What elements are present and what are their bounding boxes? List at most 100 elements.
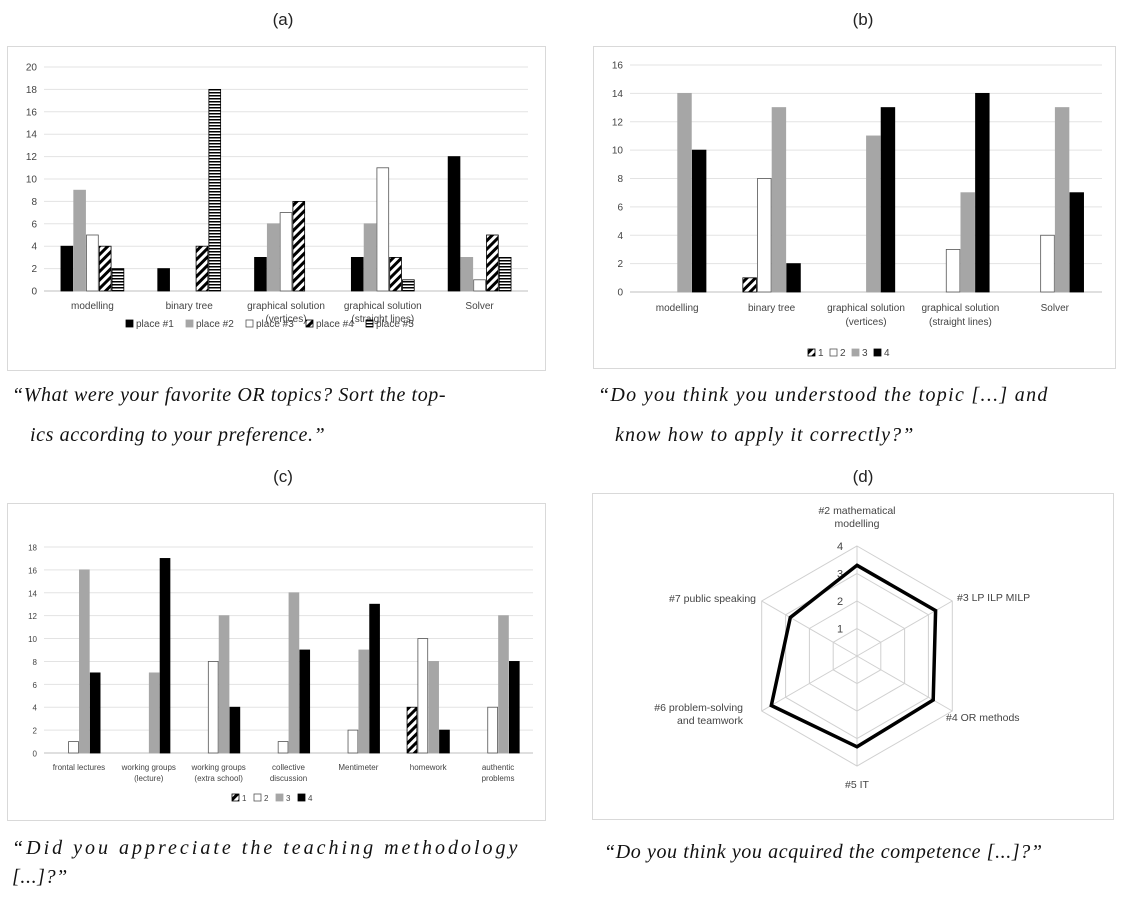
y-tick-label: 2 — [31, 264, 37, 275]
legend-label: place #5 — [376, 319, 414, 330]
y-tick-label: 0 — [31, 287, 37, 298]
category-label: (straight lines) — [929, 317, 992, 328]
legend-swatch — [807, 348, 816, 357]
legend-label: 2 — [840, 348, 846, 359]
bar-4-3 — [299, 649, 311, 754]
caption-b-line2: know how to apply it correctly?” — [615, 424, 915, 446]
panel-label-b: (b) — [852, 10, 874, 29]
bar-4-0 — [89, 672, 101, 754]
bar-place5-4 — [498, 256, 512, 292]
bar-2-6 — [487, 706, 498, 754]
radar-tick-label: 2 — [837, 596, 843, 608]
bar-3-5 — [428, 661, 439, 754]
radar-spoke — [856, 655, 953, 712]
bar-4-6 — [508, 661, 520, 754]
category-label: (vertices) — [265, 314, 306, 325]
caption-b-line1: “Do you think you understood the topic [… — [598, 384, 1049, 406]
chart-c-frame: 0 2 4 6 8 10 12 14 16 18 frontal lectures working g… — [7, 503, 546, 821]
category-label: modelling — [71, 301, 114, 312]
y-tick-label: 18 — [26, 85, 38, 96]
radar-spoke — [761, 655, 858, 712]
legend-label: 3 — [862, 348, 868, 359]
bar-place5-3 — [402, 279, 415, 292]
bar-4-4 — [1069, 192, 1084, 293]
bar-3-4 — [358, 649, 370, 754]
bar-place1-4 — [447, 156, 461, 292]
y-tick-label: 18 — [28, 544, 37, 553]
bar-3-3 — [960, 192, 975, 293]
category-label: binary tree — [166, 301, 214, 312]
category-label: working groups — [191, 763, 246, 772]
y-tick-label: 14 — [26, 130, 38, 141]
y-tick-label: 4 — [33, 704, 38, 713]
legend-label: 4 — [884, 348, 890, 359]
category-label: discussion — [270, 774, 307, 783]
legend-swatch — [253, 793, 262, 802]
chart-d-frame: 1 2 3 4 #2 mathematical modelling #3 LP ILP MI… — [592, 493, 1114, 820]
bar-3-6 — [498, 615, 509, 754]
legend-swatch — [851, 348, 860, 357]
radar-axis-label: #3 LP ILP MILP — [957, 592, 1030, 604]
legend-swatch — [125, 319, 134, 328]
y-tick-label: 6 — [31, 219, 37, 230]
bar-place5-0 — [111, 268, 125, 292]
chart-b-frame: 0 2 4 6 8 10 12 14 16 modelling binary tree graphic… — [593, 46, 1116, 369]
caption-c-line1: “Did you appreciate the teaching methodo… — [12, 837, 521, 859]
bar-place2-2 — [266, 223, 280, 292]
radar-spoke — [761, 600, 858, 657]
y-tick-label: 12 — [612, 117, 624, 128]
bar-4-2 — [880, 107, 896, 293]
bar-place4-3 — [389, 256, 402, 292]
bar-3-3 — [288, 592, 300, 754]
y-tick-label: 14 — [28, 589, 37, 598]
bar-place4-0 — [98, 245, 112, 292]
y-tick-label: 16 — [26, 107, 38, 118]
bar-place2-3 — [363, 223, 377, 292]
bar-place3-4 — [473, 279, 486, 292]
legend-swatch — [231, 793, 240, 802]
category-label: graphical solution — [344, 301, 422, 312]
panel-label-d: (d) — [852, 467, 874, 486]
bar-4-4 — [369, 603, 380, 754]
legend-label: place #2 — [196, 319, 234, 330]
legend-swatch — [365, 319, 374, 328]
legend-label: place #3 — [256, 319, 294, 330]
legend-label: 2 — [264, 794, 269, 803]
bar-2-4 — [1040, 234, 1055, 293]
bar-4-5 — [439, 729, 450, 754]
legend-label: 1 — [818, 348, 824, 359]
caption-c-line2: [...]?” — [12, 866, 68, 888]
caption-a-line2: ics according to your preference.” — [30, 424, 326, 446]
bar-place5-1 — [208, 89, 222, 292]
category-label: authentic — [482, 763, 514, 772]
chart-a: 0 2 4 6 8 10 12 14 16 18 20 modelling binary tree gra… — [26, 63, 528, 330]
bar-3-1 — [148, 672, 160, 754]
bar-1-1 — [742, 277, 757, 293]
y-tick-label: 0 — [617, 288, 623, 299]
bar-2-5 — [417, 638, 429, 754]
legend-swatch — [185, 319, 194, 328]
radar-axis-label: #5 IT — [845, 779, 870, 791]
radar-axis-label: #7 public speaking — [669, 593, 756, 605]
category-label: working groups — [121, 763, 176, 772]
chart-a-frame: 0 2 4 6 8 10 12 14 16 18 20 modelling binary tree gra… — [7, 46, 546, 371]
bar-place4-2 — [292, 200, 306, 292]
bar-place1-2 — [254, 256, 267, 292]
legend-swatch — [829, 348, 838, 357]
caption-d: “Do you think you acquired the competenc… — [604, 841, 1043, 863]
radar-axis-label: #6 problem-solving — [654, 702, 743, 714]
y-tick-label: 12 — [26, 152, 38, 163]
bar-4-2 — [229, 706, 241, 754]
category-label: (straight lines) — [351, 314, 414, 325]
bar-place3-2 — [279, 212, 293, 292]
legend-swatch — [297, 793, 306, 802]
bar-3-0 — [79, 569, 90, 754]
panel-label-a: (a) — [272, 10, 294, 29]
y-tick-label: 8 — [617, 174, 623, 185]
bar-2-3 — [945, 249, 961, 293]
category-label: (extra school) — [194, 774, 243, 783]
y-tick-label: 0 — [33, 750, 38, 759]
